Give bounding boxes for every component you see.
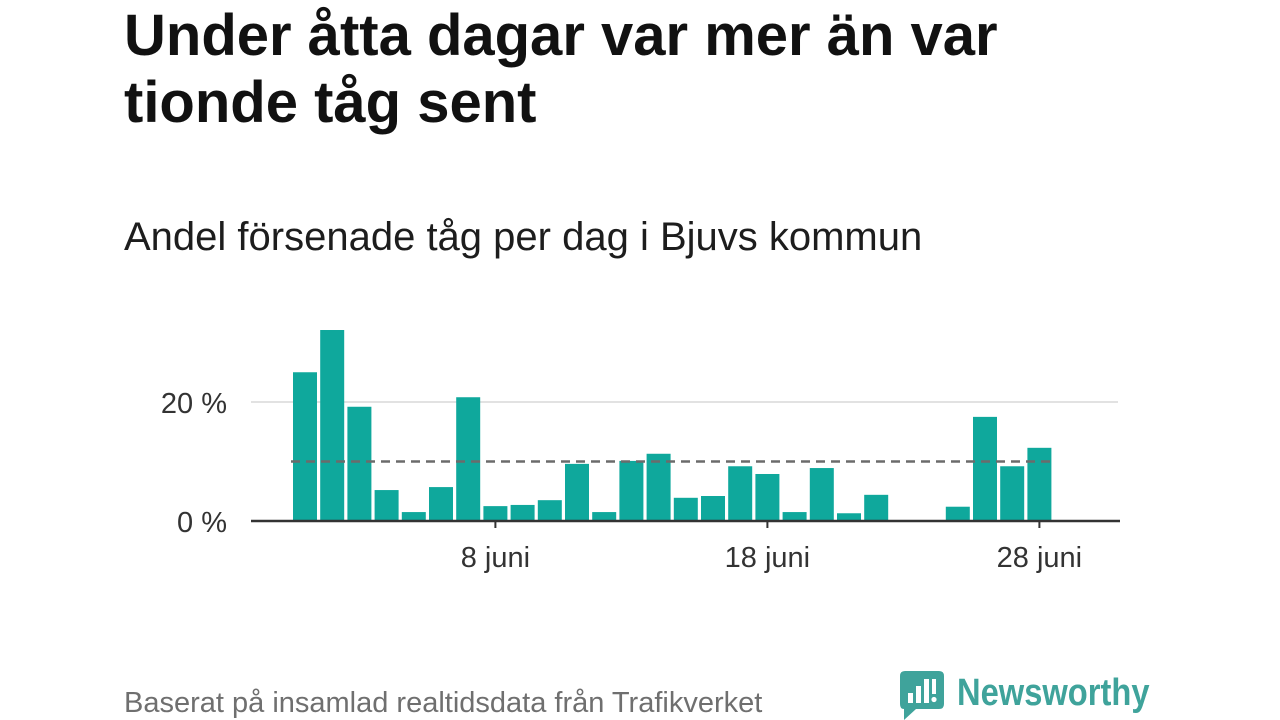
bar — [837, 513, 861, 521]
bar — [619, 460, 644, 521]
bar — [1000, 466, 1025, 521]
x-tick-label: 28 juni — [997, 542, 1082, 574]
chart-title: Under åtta dagar var mer än var tionde t… — [124, 3, 998, 135]
chart-subtitle: Andel försenade tåg per dag i Bjuvs komm… — [124, 215, 923, 259]
bar — [1027, 447, 1052, 521]
bar — [864, 494, 889, 521]
bar — [973, 416, 997, 521]
bar — [728, 466, 753, 521]
bar — [565, 463, 589, 521]
bar — [537, 500, 562, 521]
bar — [782, 512, 807, 521]
y-tick-label: 20 % — [161, 388, 227, 420]
bar — [755, 473, 780, 521]
bar — [374, 490, 399, 521]
bar — [646, 453, 671, 521]
x-tick-label: 8 juni — [461, 542, 530, 574]
bar — [429, 487, 453, 521]
bar — [673, 497, 698, 521]
source-note: Baserat på insamlad realtidsdata från Tr… — [124, 687, 763, 719]
bar — [592, 512, 617, 521]
bar — [483, 506, 508, 521]
bar — [293, 372, 317, 521]
bar — [456, 397, 481, 521]
bar — [510, 504, 535, 521]
y-tick-label: 0 % — [177, 507, 227, 539]
x-tick-label: 18 juni — [725, 542, 810, 574]
newsworthy-logo-text: Newsworthy — [957, 672, 1150, 714]
bar — [320, 330, 345, 521]
bar — [347, 406, 372, 521]
bar — [945, 506, 970, 521]
newsworthy-logo-icon — [900, 671, 944, 720]
bar — [809, 468, 834, 521]
bar — [401, 512, 426, 521]
bars — [293, 330, 1052, 521]
bar — [701, 496, 725, 521]
